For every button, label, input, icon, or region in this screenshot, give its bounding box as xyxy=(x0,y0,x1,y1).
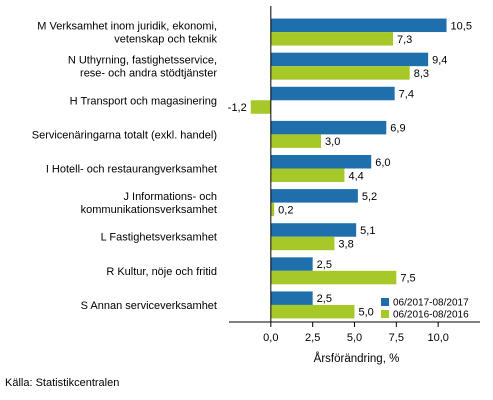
legend-swatch-1 xyxy=(381,298,389,306)
legend-swatch-2 xyxy=(381,310,389,318)
data-label-series1-3: 6,9 xyxy=(390,123,405,135)
bar-series1-3 xyxy=(270,120,387,135)
data-label-series2-4: 4,4 xyxy=(348,170,363,182)
bar-series2-2 xyxy=(250,100,271,114)
data-label-series1-7: 2,5 xyxy=(317,259,332,271)
x-tick-label-2: 5,0 xyxy=(347,332,362,344)
bar-series2-6 xyxy=(270,236,335,251)
bar-series1-1 xyxy=(270,52,429,67)
x-tick-label-0: 0,0 xyxy=(263,332,278,344)
category-label-0: M Verksamhet inom juridik, ekonomi, veten… xyxy=(37,21,217,46)
data-label-series1-6: 5,1 xyxy=(360,225,375,237)
category-label-4: I Hotell- och restaurangverksamhet xyxy=(46,164,217,176)
bar-series1-6 xyxy=(270,223,357,237)
bar-series1-7 xyxy=(270,257,313,271)
category-labels: M Verksamhet inom juridik, ekonomi, veten… xyxy=(32,21,218,312)
x-tick-label-1: 2,5 xyxy=(305,332,320,344)
data-labels: 10,5 7,3 9,48,37,4 -1,2 6,9 3,0 6,0 4,4 5,2 0,2 5,… xyxy=(228,20,472,318)
data-label-series1-5: 5,2 xyxy=(362,191,377,203)
category-label-6: L Fastighetsverksamhet xyxy=(101,232,217,244)
category-label-5: J Informations- och kommunikationsverksam… xyxy=(81,191,217,216)
bar-series2-4 xyxy=(270,168,345,182)
category-label-7: R Kultur, nöje och fritid xyxy=(106,266,217,278)
x-tick-label-3: 7,5 xyxy=(389,332,404,344)
bar-series1-5 xyxy=(270,189,358,203)
data-label-series1-1: 9,4 xyxy=(432,54,447,66)
legend-label-2: 06/2016-08/2016 xyxy=(393,310,469,321)
data-label-series2-5: 0,2 xyxy=(278,204,293,216)
bars-layer xyxy=(250,18,447,319)
x-axis-title: Årsförändring, % xyxy=(314,352,400,365)
data-label-series2-0: 7,3 xyxy=(397,34,412,46)
data-label-series2-6: 3,8 xyxy=(338,238,353,250)
bar-series2-8 xyxy=(270,304,355,319)
source-note: Källa: Statistikcentralen xyxy=(5,377,119,389)
bar-series2-0 xyxy=(270,32,393,46)
category-label-1: N Uthyrning, fastighetsservice, rese- och… xyxy=(68,55,218,80)
x-tick-label-4: 10,0 xyxy=(427,332,448,344)
data-label-series1-0: 10,5 xyxy=(451,20,472,32)
bar-series1-0 xyxy=(270,18,447,33)
data-label-series2-2: -1,2 xyxy=(228,102,247,114)
bar-series2-1 xyxy=(270,66,410,80)
x-ticks: 0,0 2,5 5,0 7,5 10,0 xyxy=(263,322,449,344)
bar-series2-3 xyxy=(270,134,322,148)
legend-label-1: 06/2017-08/2017 xyxy=(393,298,469,309)
data-label-series2-7: 7,5 xyxy=(400,273,415,285)
data-label-series1-4: 6,0 xyxy=(375,157,390,169)
data-label-series2-8: 5,0 xyxy=(359,307,374,319)
bar-series2-7 xyxy=(270,270,397,285)
category-label-3: Servicenäringarna totalt (exkl. handel) xyxy=(32,129,217,141)
data-label-series2-3: 3,0 xyxy=(325,136,340,148)
bar-series2-5 xyxy=(270,202,275,217)
data-label-series2-1: 8,3 xyxy=(414,68,429,80)
bar-series1-8 xyxy=(270,291,313,305)
data-label-series1-2: 7,4 xyxy=(399,89,414,101)
category-label-2: H Transport och magasinering xyxy=(70,95,217,107)
bar-series1-2 xyxy=(270,86,395,101)
data-label-series1-8: 2,5 xyxy=(317,293,332,305)
bar-series1-4 xyxy=(270,155,372,169)
category-label-8: S Annan serviceverksamhet xyxy=(81,300,217,312)
